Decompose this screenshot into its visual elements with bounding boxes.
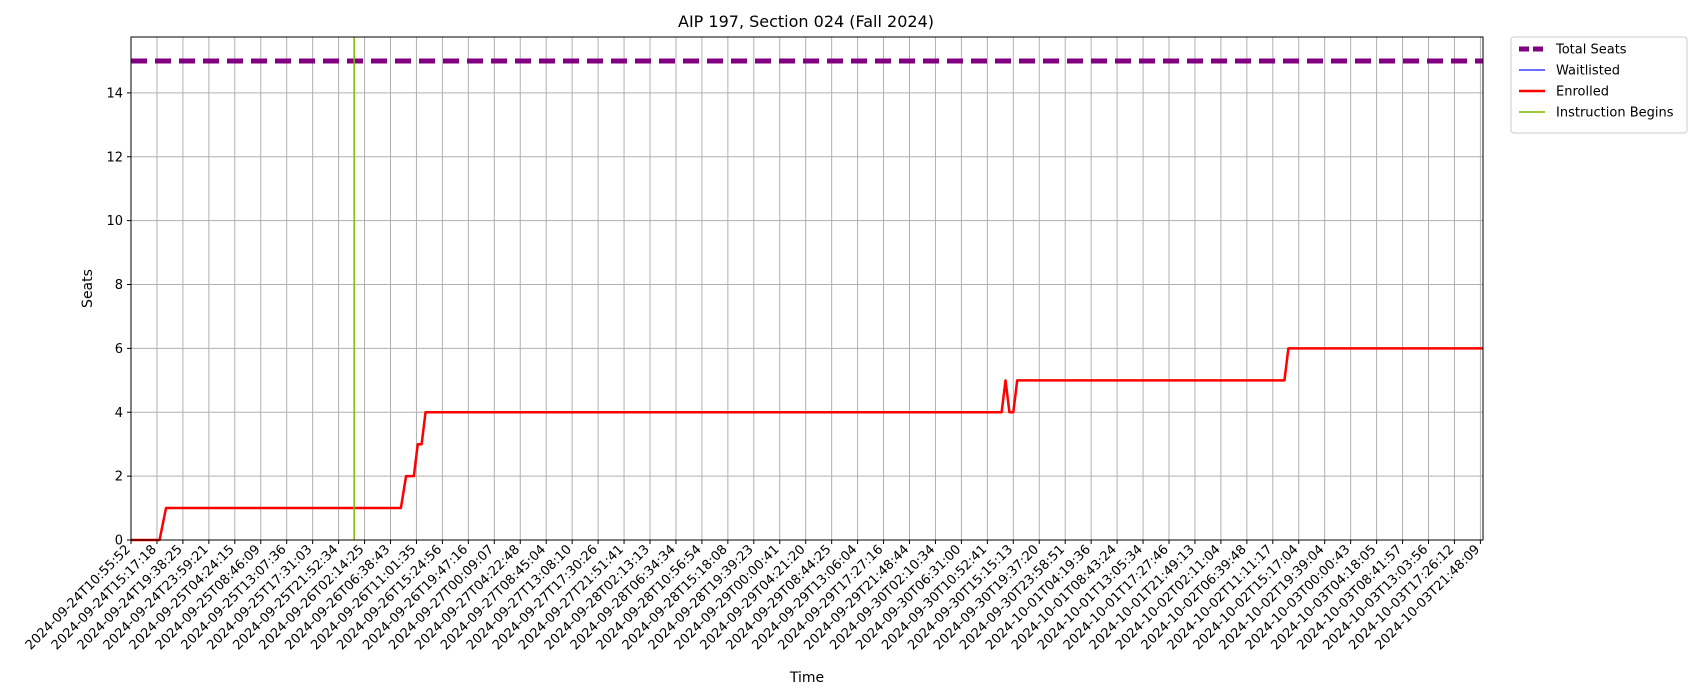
y-tick-label: 4 (115, 406, 123, 421)
legend-label-instruction-begins: Instruction Begins (1556, 106, 1674, 121)
y-tick-label: 6 (115, 342, 123, 357)
legend-label-total-seats: Total Seats (1555, 43, 1627, 58)
y-tick-label: 12 (106, 150, 123, 165)
legend-label-enrolled: Enrolled (1556, 85, 1609, 100)
y-axis-title: Seats (80, 269, 96, 308)
plot-frame (130, 36, 1484, 541)
legend: Total Seats Waitlisted Enrolled Instruction… (1510, 36, 1688, 134)
grid (130, 37, 1483, 541)
series-enrolled (131, 347, 1483, 542)
x-axis-title: Time (789, 670, 824, 686)
y-tick-label: 14 (106, 86, 123, 101)
y-tick-label: 2 (115, 470, 123, 485)
chart-title: AIP 197, Section 024 (Fall 2024) (678, 12, 934, 31)
y-axis: 0 2 4 6 8 10 12 14 (106, 86, 131, 549)
series-layer (131, 37, 1483, 542)
legend-box (1510, 36, 1688, 134)
y-tick-label: 0 (115, 534, 123, 549)
legend-label-waitlisted: Waitlisted (1556, 64, 1620, 79)
y-tick-label: 10 (106, 214, 123, 229)
y-tick-label: 8 (115, 278, 123, 293)
